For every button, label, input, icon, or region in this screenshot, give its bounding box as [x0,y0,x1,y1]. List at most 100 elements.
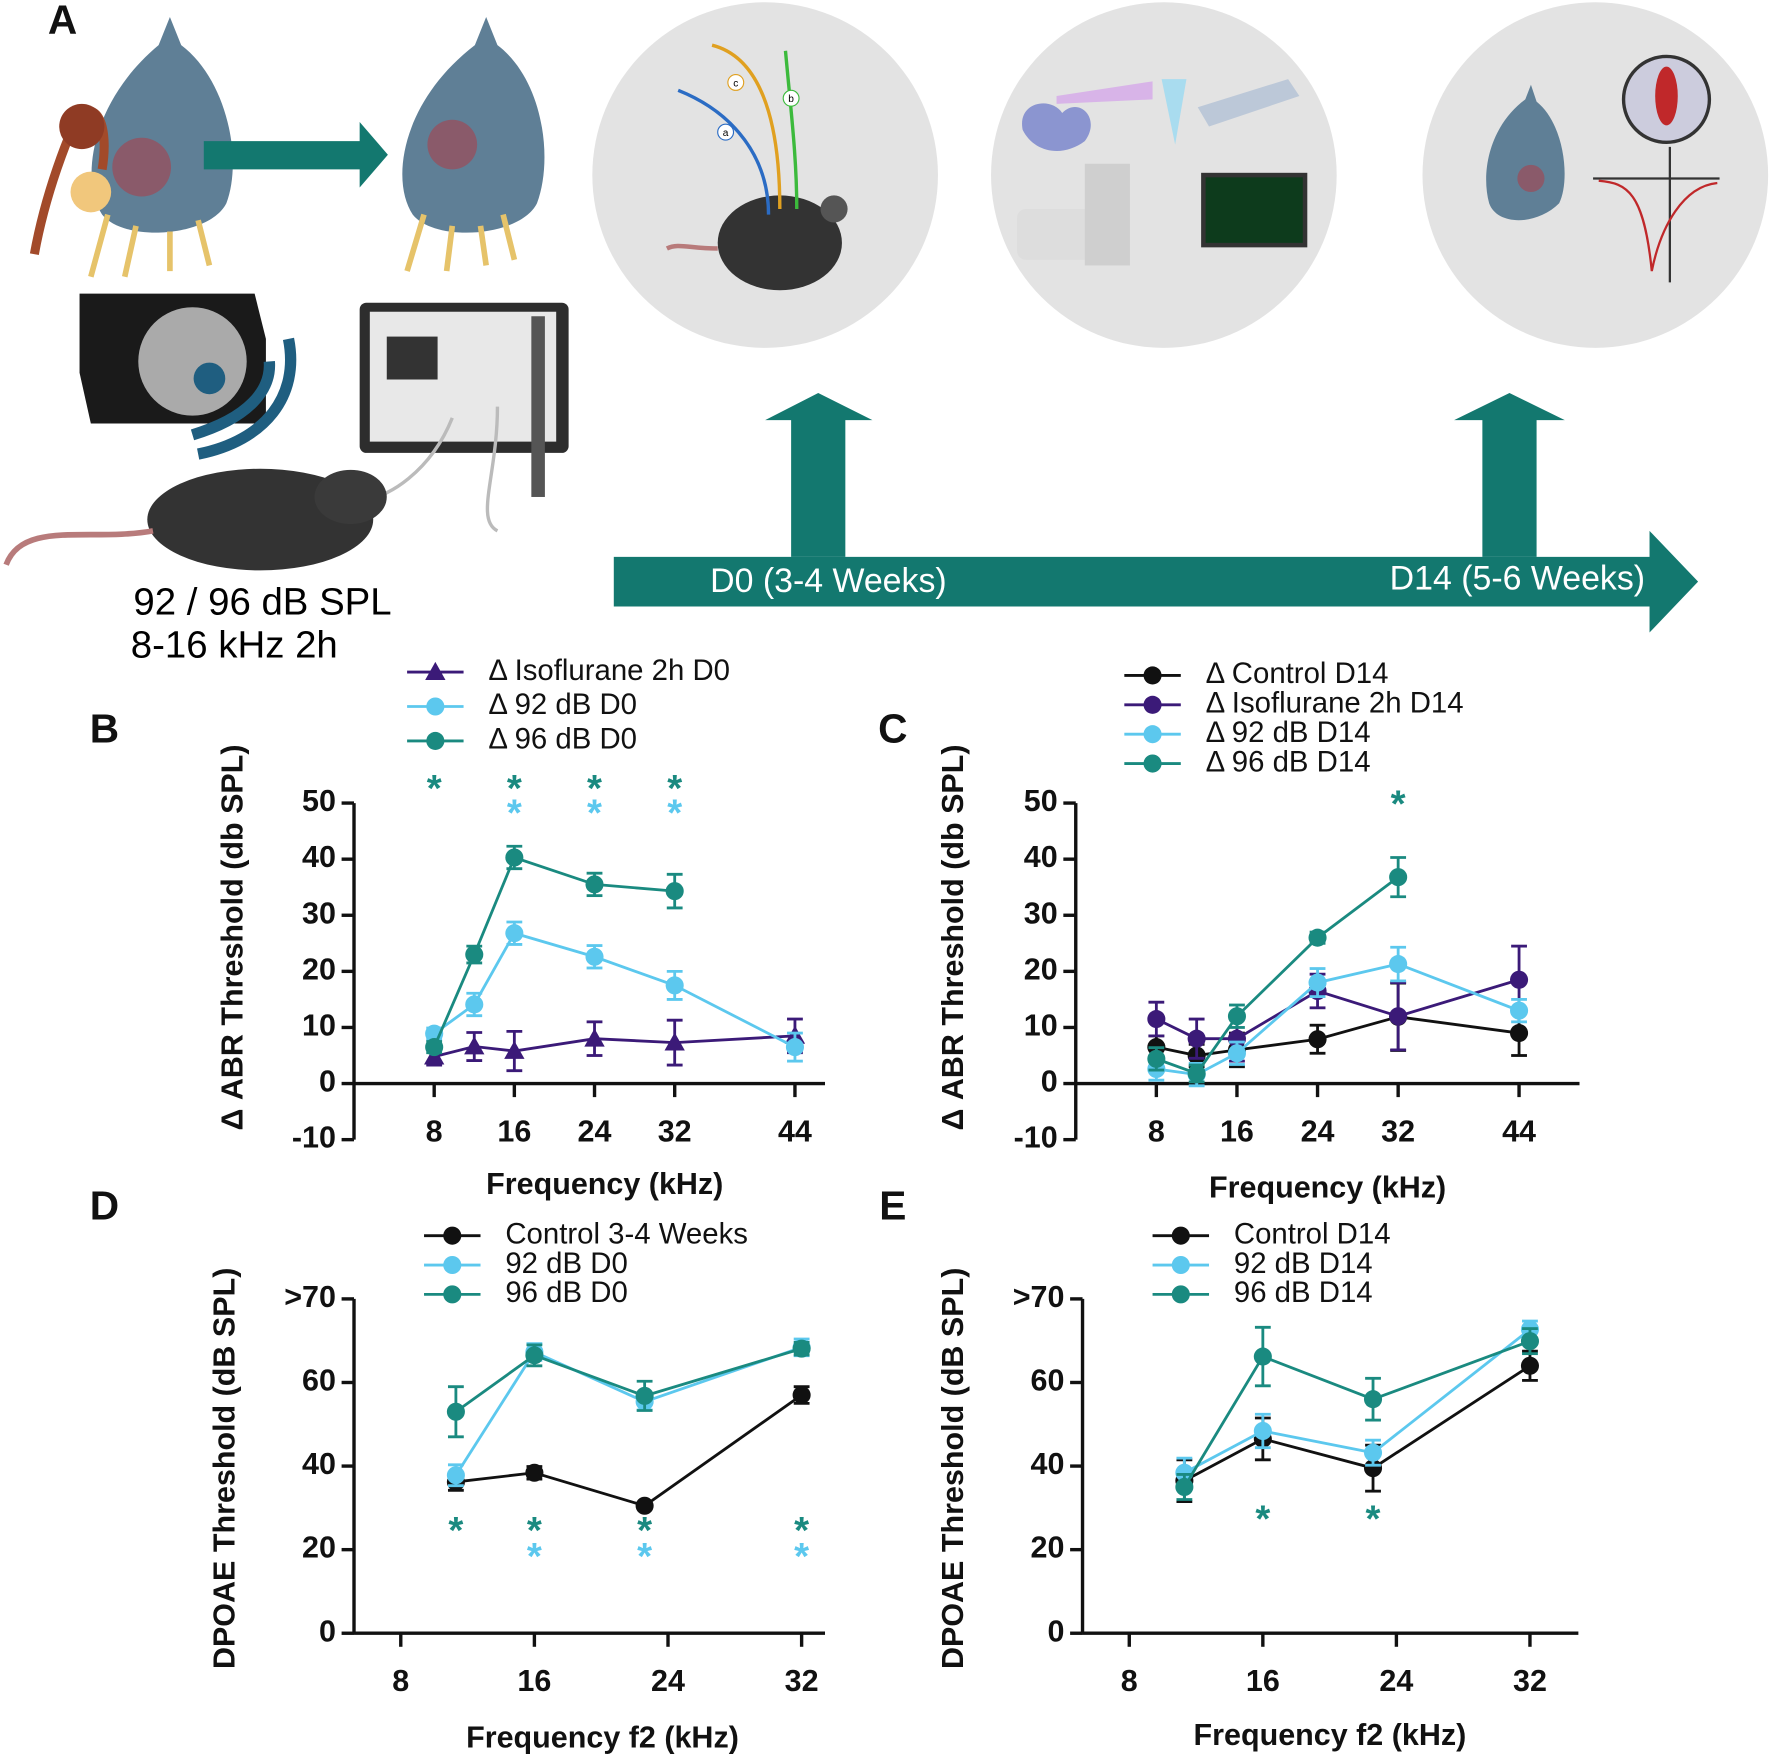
y-tick-label: 0 [1041,1065,1058,1099]
y-tick-label: 0 [319,1614,336,1648]
y-tick-label: 30 [302,896,336,930]
electrode-tag [727,73,745,91]
marker [426,731,445,750]
speaker-cone [193,362,226,395]
mouse-tail [3,528,154,566]
marker [1363,1390,1383,1409]
marker [443,1285,462,1304]
iv-curve [1598,179,1718,272]
marker [446,1466,465,1485]
significance: * [667,792,682,835]
y-tick-label: 20 [302,952,336,986]
legend-label: 92 dB D0 [505,1247,627,1280]
up-arrow [1454,393,1565,557]
significance: * [587,792,602,835]
y-tick-label: >70 [284,1280,336,1314]
y-tick-label: 20 [1031,1531,1065,1565]
nucleus [427,119,478,170]
series-line [433,1034,796,1058]
marker [585,947,604,966]
x-tick-label: 24 [651,1664,685,1698]
marker [1143,666,1162,685]
marker [665,882,684,901]
significance: * [794,1509,809,1552]
significance: * [587,767,602,810]
marker [443,1255,462,1275]
marker [1389,868,1408,887]
panel-a-art: A 92 / 96 dB SPL 8-16 kHz 2h [3,0,1769,666]
series-line [455,1347,803,1413]
mouse-head [314,469,387,525]
series-line [1156,1015,1520,1057]
x-tick-label: 8 [392,1664,409,1698]
nerve-fibers [88,213,213,278]
electrode-tag [782,89,800,107]
legend-label: 96 dB D14 [1234,1276,1373,1309]
x-axis-title: Frequency f2 (kHz) [466,1720,739,1754]
significance: * [637,1509,652,1552]
marker [792,1385,811,1405]
x-axis-title: Frequency (kHz) [486,1167,723,1201]
marker [505,848,524,867]
synapse [59,103,105,150]
marker [525,1463,544,1482]
panel-label: C [878,706,907,752]
x-tick-label: 32 [1381,1114,1415,1148]
marker [664,1032,685,1051]
marker [425,661,446,680]
marker [1389,1007,1408,1026]
x-tick-label: 16 [1220,1114,1254,1148]
marker [1510,1024,1529,1043]
x-tick-label: 32 [1513,1664,1547,1698]
x-tick-label: 8 [1121,1664,1138,1698]
nerve-fibers [404,213,518,272]
marker [525,1346,544,1365]
cochlea [1022,103,1091,152]
significance: * [507,792,522,835]
nucleus [1517,164,1545,193]
marker [1143,725,1162,744]
organ-of-corti [1056,81,1153,104]
y-tick-label: 40 [1031,1447,1065,1481]
legend-label: 92 dB D14 [1234,1247,1373,1280]
display [386,336,438,380]
y-tick-label: 40 [1024,840,1058,874]
marker [1175,1477,1194,1497]
x-tick-label: 24 [1301,1114,1335,1148]
marker [635,1386,654,1405]
arrow [203,121,388,188]
electrode [711,43,782,209]
marker [1389,955,1408,974]
step-circle [991,2,1337,348]
ribbon [1655,66,1678,126]
panel-label: B [90,706,119,752]
legend-label: Δ 96 dB D0 [488,723,637,756]
panel-label: E [879,1182,906,1228]
monitor [1201,172,1308,248]
y-tick-label: 50 [302,784,336,818]
electrode-label: c [733,78,738,89]
marker [1253,1421,1272,1441]
marker [584,1028,605,1047]
marker [1510,970,1529,989]
marker [1171,1285,1190,1304]
significance: * [794,1535,809,1578]
significance: * [507,767,522,810]
speaker [138,307,247,416]
significance: * [527,1535,542,1578]
hair-cell [1486,84,1565,221]
x-tick-label: 44 [1502,1114,1536,1148]
x-tick-label: 44 [778,1114,812,1148]
legend-label: Δ Isoflurane 2h D0 [488,654,730,687]
significance: * [1255,1498,1270,1541]
y-axis-title: DPOAE Threshold (dB SPL) [936,1268,970,1669]
significance: * [427,767,442,810]
marker [465,945,484,964]
x-tick-label: 32 [785,1664,819,1698]
series-line [1183,1364,1531,1482]
panel-label: D [90,1182,119,1228]
marker [446,1402,465,1421]
mouse [717,195,842,291]
step-circle [592,2,938,348]
